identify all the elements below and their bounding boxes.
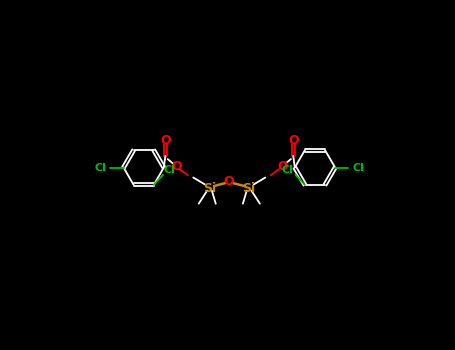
Text: O: O [288, 134, 298, 147]
Text: O: O [171, 160, 182, 173]
Text: Cl: Cl [281, 165, 293, 175]
Text: O: O [160, 134, 171, 147]
Text: Cl: Cl [94, 162, 106, 173]
Text: O: O [223, 175, 234, 188]
Text: O: O [277, 160, 288, 173]
Text: Si: Si [243, 182, 256, 195]
Text: Cl: Cl [353, 162, 364, 173]
Text: Si: Si [203, 182, 216, 195]
Text: Cl: Cl [163, 165, 175, 175]
